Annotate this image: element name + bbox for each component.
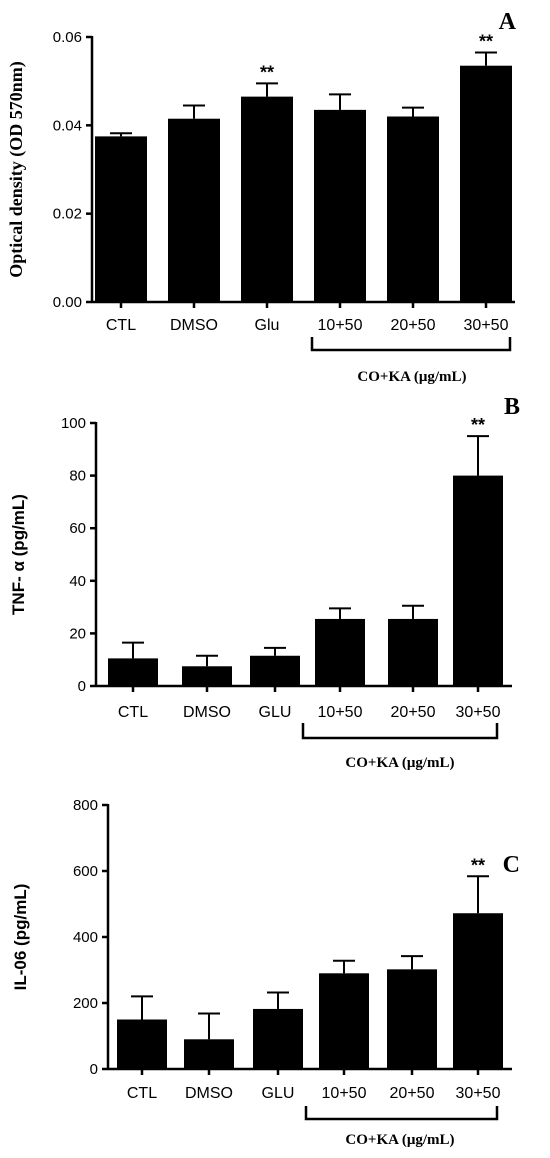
- y-tick-label: 800: [73, 797, 98, 814]
- bar: [168, 118, 220, 302]
- x-tick-label: Glu: [255, 317, 280, 334]
- chart-panel-c: 0 200 400 600 800 CTL DMSO GLU 10+50 20+50 30+50 **…: [11, 797, 520, 1148]
- y-tick-label: 0.06: [53, 29, 82, 46]
- y-tick-label: 80: [69, 468, 86, 485]
- bar: [460, 65, 512, 302]
- panel-label: A: [499, 9, 517, 35]
- y-tick-label: 600: [73, 863, 98, 880]
- y-tick-label: 60: [69, 520, 86, 537]
- bar: [184, 1039, 234, 1069]
- x-tick-label: 30+50: [464, 317, 509, 334]
- bar: [388, 618, 438, 686]
- x-tick-label: 30+50: [456, 704, 501, 721]
- y-tick-label: 0.02: [53, 206, 82, 223]
- bar: [253, 1008, 303, 1069]
- group-bracket: [310, 337, 512, 352]
- x-tick-label: 30+50: [456, 1085, 501, 1102]
- y-axis-label: TNF- α (pg/mL): [9, 494, 28, 615]
- x-tick-label: 20+50: [391, 704, 436, 721]
- x-tick-label: CTL: [106, 317, 136, 334]
- bar: [453, 913, 503, 1069]
- y-tick-label: 0: [78, 678, 86, 695]
- bar: [241, 96, 293, 302]
- x-tick-label: DMSO: [183, 704, 231, 721]
- y-tick-label: 100: [61, 415, 86, 432]
- significance-marker: **: [471, 415, 485, 435]
- bar: [314, 109, 366, 302]
- y-tick-label: 0: [90, 1061, 98, 1078]
- bar: [387, 116, 439, 302]
- bar: [250, 655, 300, 686]
- significance-marker: **: [479, 31, 493, 51]
- significance-marker: **: [260, 62, 274, 82]
- y-tick-label: 0.00: [53, 294, 82, 311]
- x-tick-label: 10+50: [318, 317, 363, 334]
- bar: [108, 658, 158, 686]
- bar: [117, 1019, 167, 1069]
- y-tick-label: 40: [69, 573, 86, 590]
- x-tick-label: 10+50: [322, 1085, 367, 1102]
- bar: [319, 973, 369, 1069]
- y-tick-label: 200: [73, 995, 98, 1012]
- x-tick-label: DMSO: [170, 317, 218, 334]
- y-axis-label: IL-06 (pg/mL): [11, 884, 30, 991]
- x-tick-label: DMSO: [185, 1085, 233, 1102]
- bar: [453, 475, 503, 686]
- group-bracket: [301, 723, 499, 740]
- chart-panel-b: 0 20 40 60 80 100 CTL DMSO GLU 10+50 20+50 30+50 ** C…: [9, 394, 520, 771]
- x-tick-label: 10+50: [318, 704, 363, 721]
- x-tick-label: GLU: [259, 704, 292, 721]
- y-axis-label: Optical density (OD 570nm): [6, 61, 27, 278]
- significance-marker: **: [471, 855, 485, 875]
- bar: [315, 618, 365, 686]
- y-tick-label: 20: [69, 625, 86, 642]
- bar: [182, 666, 232, 686]
- chart-panel-a: 0.00 0.02 0.04 0.06 CTL DMSO Glu ** 10+50 20+50 30…: [6, 9, 517, 385]
- y-tick-label: 400: [73, 929, 98, 946]
- x-tick-label: GLU: [262, 1085, 295, 1102]
- x-tick-label: 20+50: [391, 317, 436, 334]
- panel-label: C: [503, 852, 520, 878]
- group-label: CO+KA (μg/mL): [357, 369, 466, 385]
- group-label: CO+KA (μg/mL): [345, 1132, 454, 1148]
- group-label: CO+KA (μg/mL): [345, 755, 454, 771]
- group-bracket: [304, 1106, 499, 1121]
- x-tick-label: 20+50: [390, 1085, 435, 1102]
- x-tick-label: CTL: [127, 1085, 157, 1102]
- x-tick-label: CTL: [118, 704, 148, 721]
- y-tick-label: 0.04: [53, 117, 82, 134]
- bar: [387, 969, 437, 1069]
- bar: [95, 136, 147, 302]
- panel-label: B: [504, 394, 520, 420]
